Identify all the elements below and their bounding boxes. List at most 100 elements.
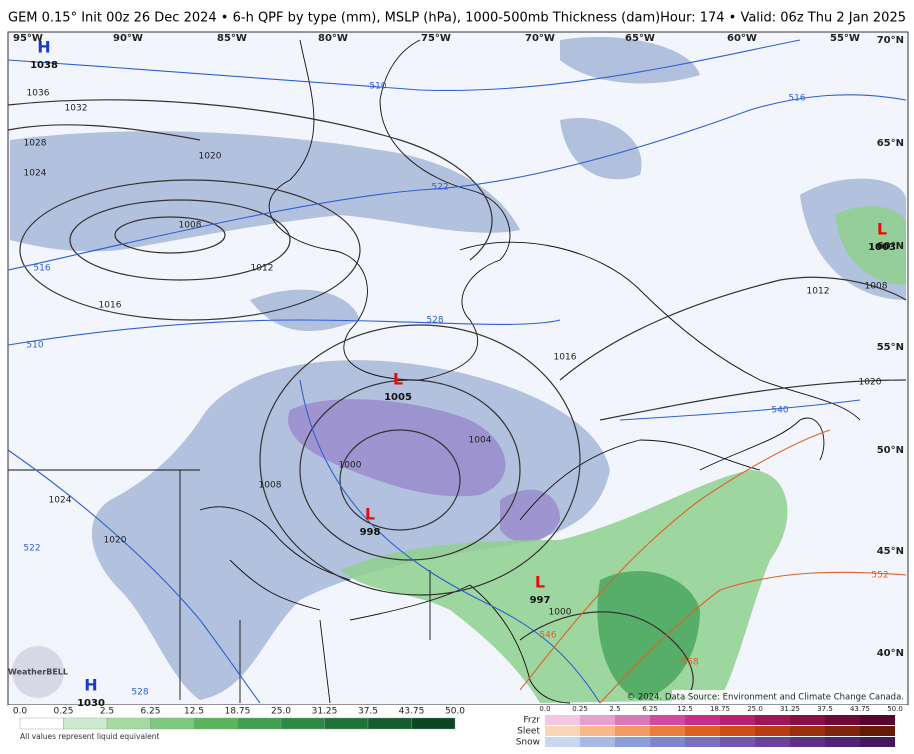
logo: WeatherBELL [8,668,68,677]
thickness-label: 540 [771,406,788,416]
mixed-swatch [790,737,825,747]
isobar-label: 1012 [807,287,830,297]
latitude-label: 70°N [877,35,904,46]
pressure-center-value: 997 [530,595,551,606]
mixed-swatch [860,715,895,725]
isobars [7,99,907,704]
mixed-swatch [650,715,685,725]
rain-swatch [106,717,151,730]
mixed-swatch [825,726,860,736]
rain-label: 43.75 [399,707,425,717]
mixed-label: 18.75 [710,705,730,713]
header-valid: Hour: 174 • Valid: 06z Thu 2 Jan 2025 [660,11,906,26]
mixed-swatch [580,715,615,725]
isobar-label: 1016 [554,353,577,363]
pressure-center-type: H [37,38,50,57]
mixed-swatch [615,737,650,747]
longitude-label: 85°W [217,33,247,44]
mixed-swatch [580,737,615,747]
rain-label: 31.25 [312,707,338,717]
pressure-center-type: L [535,573,545,592]
mixed-type: Snow [516,738,540,748]
mixed-label: 2.5 [609,705,620,713]
thickness-label: 528 [131,688,148,698]
latitude-label: 50°N [877,445,904,456]
mixed-swatch [615,726,650,736]
mixed-swatch [825,737,860,747]
rain-swatch [411,717,456,730]
isobar-label: 1008 [865,282,888,292]
mixed-swatch [720,715,755,725]
coastlines [8,39,861,704]
mixed-swatch [755,726,790,736]
rain-label: 50.0 [445,707,465,717]
mixed-swatch [720,737,755,747]
isobar-label: 1020 [859,378,882,388]
mixed-swatch [650,737,685,747]
map [7,31,909,706]
legend-note: All values represent liquid equivalent [20,732,159,741]
thickness-label: 522 [23,544,40,554]
credit-bg [672,690,906,704]
mixed-swatch [650,726,685,736]
mixed-label: 12.5 [677,705,693,713]
mixed-label: 0.0 [539,705,550,713]
mixed-type: Sleet [517,727,540,737]
mixed-swatch [790,715,825,725]
rain-swatch [63,717,108,730]
rain-label: 2.5 [100,707,114,717]
isobar-label: 1000 [549,608,572,618]
isobar-label: 1036 [27,89,50,99]
pressure-center-value: 1003 [868,242,896,253]
thickness-label: 546 [539,631,556,641]
thickness-lines [7,39,907,704]
thickness-label: 510 [369,82,386,92]
isobar-label: 1016 [99,301,122,311]
rain-swatch [193,717,238,730]
isobar-label: 1008 [259,481,282,491]
isobar-label: 1028 [24,139,47,149]
isobar-label: 1020 [104,536,127,546]
mixed-label: 6.25 [642,705,658,713]
rain-label: 12.5 [184,707,204,717]
mixed-label: 50.0 [887,705,903,713]
mixed-label: 31.25 [780,705,800,713]
mixed-swatch [545,715,580,725]
mixed-label: 43.75 [850,705,870,713]
rain-swatch [237,717,282,730]
pressure-center-value: 1038 [30,60,58,71]
thickness-label: 552 [871,571,888,581]
latitude-label: 55°N [877,342,904,353]
longitude-label: 80°W [318,33,348,44]
rain-swatch [324,717,369,730]
rain-label: 0.25 [53,707,73,717]
mixed-swatch [790,726,825,736]
longitude-label: 90°W [113,33,143,44]
mixed-swatch [685,737,720,747]
thickness-label: 558 [681,658,698,668]
isobar-label: 1012 [251,264,274,274]
longitude-label: 60°W [727,33,757,44]
logo-circle [12,646,64,698]
isobar-label: 1008 [179,221,202,231]
mixed-swatch [860,737,895,747]
mixed-swatch [755,715,790,725]
header-title: GEM 0.15° Init 00z 26 Dec 2024 • 6-h QPF… [8,11,660,26]
rain-label: 37.5 [358,707,378,717]
rain-swatch [19,717,64,730]
mixed-swatch [685,715,720,725]
isobar-label: 1032 [65,104,88,114]
longitude-label: 95°W [13,33,43,44]
mixed-label: 0.25 [572,705,588,713]
mixed-swatch [685,726,720,736]
latitude-label: 40°N [877,648,904,659]
rain-label: 6.25 [140,707,160,717]
pressure-center-value: 998 [360,527,381,538]
rain-swatch [280,717,325,730]
latitude-label: 60°N [877,241,904,252]
latitude-label: 65°N [877,138,904,149]
credit: © 2024. Data Source: Environment and Cli… [627,693,904,703]
mixed-swatch [615,715,650,725]
rain-label: 0.0 [13,707,28,717]
pressure-center-type: L [393,370,403,389]
